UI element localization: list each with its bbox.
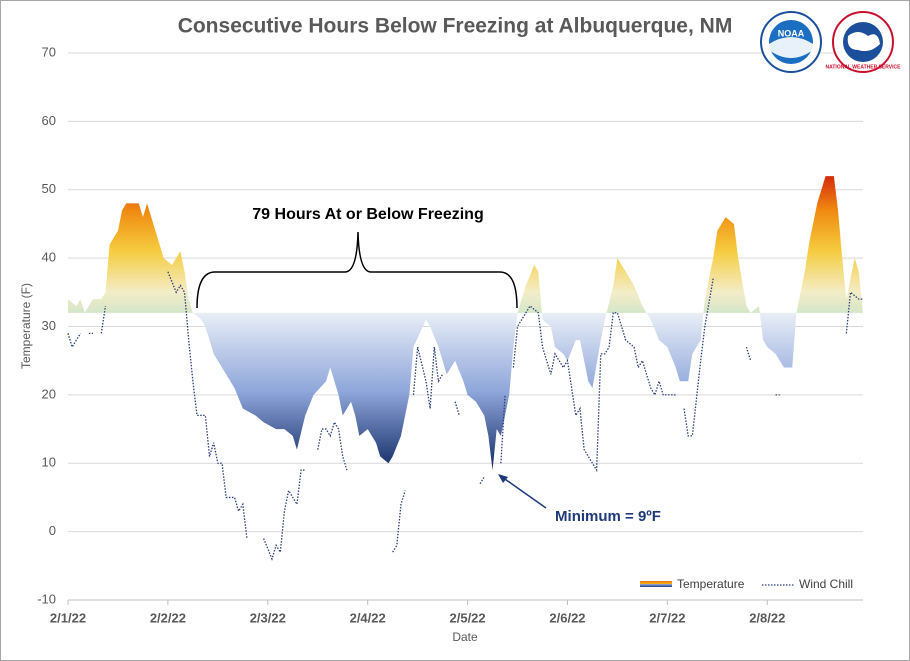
chart-title: Consecutive Hours Below Freezing at Albu… (178, 15, 733, 38)
y-tick-label: 40 (42, 250, 56, 265)
x-tick-label: 2/2/22 (150, 610, 186, 625)
arrow-head (498, 474, 508, 483)
x-tick-label: 2/4/22 (350, 610, 386, 625)
y-tick-label: 20 (42, 386, 56, 401)
x-tick-label: 2/5/22 (450, 610, 486, 625)
span-annotation: 79 Hours At or Below Freezing (252, 206, 483, 223)
minimum-annotation: Minimum = 9ºF (555, 508, 661, 525)
y-tick-label: 70 (42, 44, 56, 59)
y-axis-label: Temperature (F) (19, 283, 33, 369)
legend-label: Temperature (677, 577, 745, 591)
y-tick-label: -10 (37, 591, 56, 606)
y-tick-label: 0 (49, 523, 56, 538)
noaa-text: NOAA (778, 28, 805, 38)
brace (196, 231, 518, 309)
wind-chill-line (67, 271, 863, 561)
legend-label: Wind Chill (799, 577, 853, 591)
y-tick-label: 10 (42, 455, 56, 470)
y-tick-label: 60 (42, 113, 56, 128)
nws-logo: NATIONAL WEATHER SERVICE (826, 11, 902, 73)
noaa-logo: NOAA (760, 11, 822, 73)
temperature-area (68, 176, 863, 471)
x-tick-label: 2/8/22 (749, 610, 785, 625)
arrow (501, 476, 547, 509)
x-tick-label: 2/1/22 (50, 610, 86, 625)
nws-text: NATIONAL WEATHER SERVICE (826, 64, 902, 70)
plot: -10 0 10 20 30 40 50 60 70 2/1/22 2/2/22 2/3/22 2/4/… (37, 44, 863, 625)
x-tick-label: 2/3/22 (250, 610, 286, 625)
x-tick-label: 2/7/22 (649, 610, 685, 625)
x-tick-label: 2/6/22 (549, 610, 585, 625)
legend-swatch (640, 581, 672, 587)
y-tick-label: 30 (42, 318, 56, 333)
y-tick-label: 50 (42, 181, 56, 196)
x-axis-label: Date (452, 630, 478, 644)
